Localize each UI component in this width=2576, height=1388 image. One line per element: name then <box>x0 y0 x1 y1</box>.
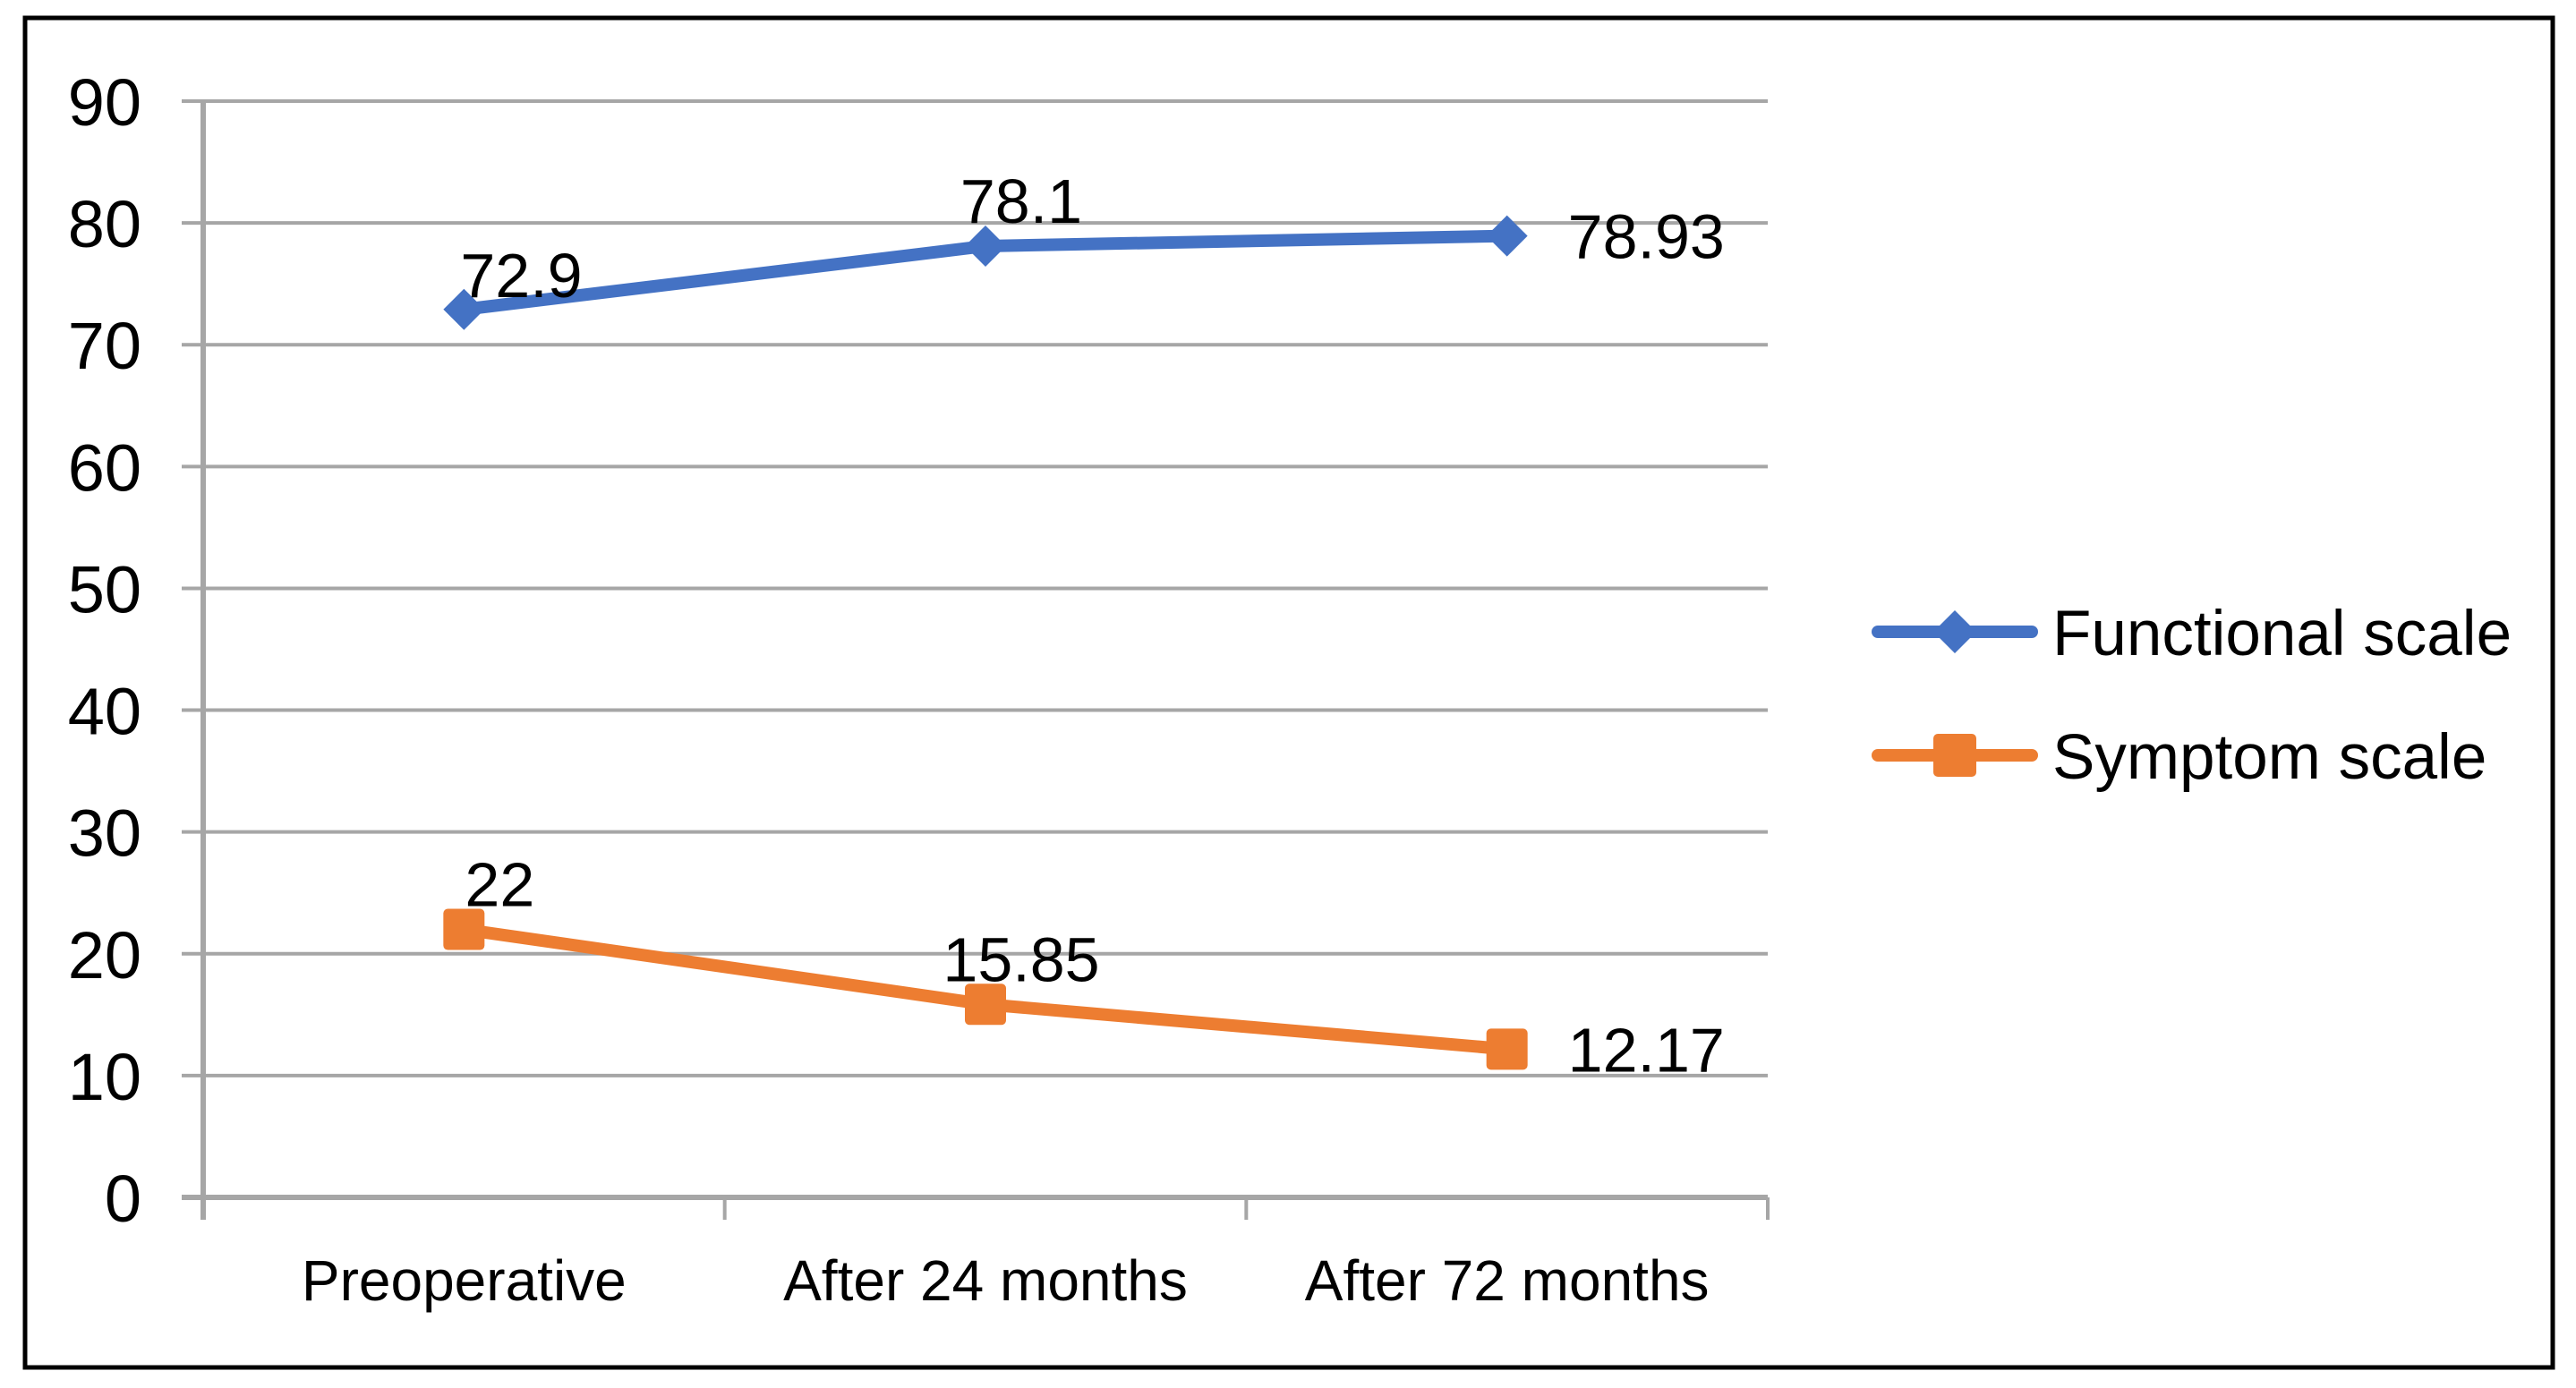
legend-square-icon <box>1933 734 1976 777</box>
y-tick-label-70: 70 <box>68 309 141 383</box>
y-tick-label-80: 80 <box>68 187 141 261</box>
x-axis-label-after-24-months: After 24 months <box>783 1248 1188 1313</box>
y-tick-label-60: 60 <box>68 430 141 505</box>
legend-label-symptom-scale: Symptom scale <box>2052 722 2486 793</box>
data-label-symptom-scale-2: 12.17 <box>1568 1015 1725 1085</box>
marker-symptom-scale-2 <box>1486 1028 1528 1070</box>
y-tick-label-30: 30 <box>68 796 141 871</box>
data-label-functional-scale-1: 78.1 <box>960 166 1082 236</box>
marker-functional-scale-2 <box>1486 215 1528 257</box>
y-tick-label-90: 90 <box>68 65 141 140</box>
marker-symptom-scale-1 <box>965 984 1006 1026</box>
legend-label-functional-scale: Functional scale <box>2052 599 2512 669</box>
x-axis-label-preoperative: Preoperative <box>302 1248 627 1313</box>
marker-functional-scale-0 <box>443 288 485 330</box>
marker-symptom-scale-0 <box>443 908 485 950</box>
data-label-symptom-scale-0: 22 <box>465 850 534 920</box>
legend-diamond-icon <box>1933 610 1976 653</box>
x-axis-label-after-72-months: After 72 months <box>1305 1248 1710 1313</box>
marker-functional-scale-1 <box>965 225 1006 267</box>
y-tick-label-50: 50 <box>68 552 141 626</box>
data-label-functional-scale-2: 78.93 <box>1568 202 1725 272</box>
figure-border <box>22 15 2555 1370</box>
y-tick-label-0: 0 <box>105 1162 141 1236</box>
y-tick-label-40: 40 <box>68 675 141 749</box>
y-tick-label-10: 10 <box>68 1040 141 1114</box>
y-tick-label-20: 20 <box>68 918 141 992</box>
data-label-symptom-scale-1: 15.85 <box>943 924 1099 994</box>
data-label-functional-scale-0: 72.9 <box>460 241 582 311</box>
